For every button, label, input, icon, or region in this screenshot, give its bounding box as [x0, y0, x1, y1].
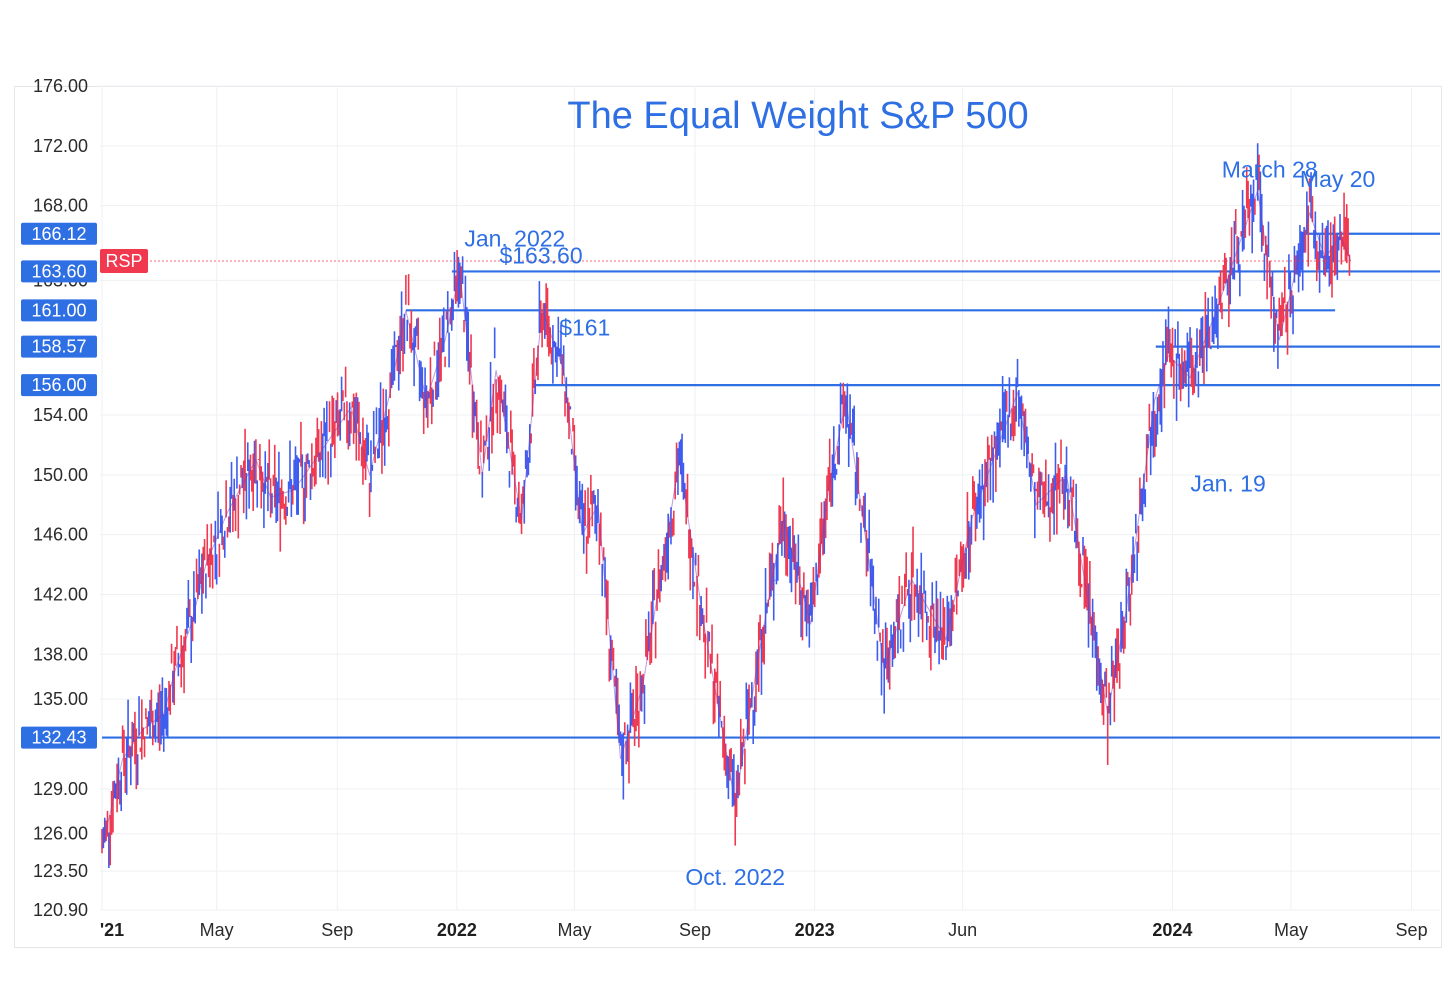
- y-tick-10: 129.00: [33, 779, 88, 799]
- x-tick-4: May: [557, 920, 591, 940]
- y-tick-12: 123.50: [33, 861, 88, 881]
- y-tick-11: 126.00: [33, 824, 88, 844]
- y-tick-2: 168.00: [33, 196, 88, 216]
- y-tick-4: 154.00: [33, 405, 88, 425]
- x-tick-10: Sep: [1396, 920, 1428, 940]
- chart-title: The Equal Weight S&P 500: [567, 95, 1028, 137]
- y-axis: 176.00172.00168.00163.00154.00150.00146.…: [33, 76, 88, 920]
- annotation-5: Jan. 19: [1190, 470, 1265, 496]
- x-tick-8: 2024: [1152, 920, 1192, 940]
- x-tick-1: May: [200, 920, 234, 940]
- price-badge-label-4: 156.00: [31, 375, 86, 395]
- price-badge-0: [21, 222, 97, 245]
- x-tick-3: 2022: [437, 920, 477, 940]
- price-badge-4: [21, 374, 97, 397]
- y-tick-5: 150.00: [33, 465, 88, 485]
- x-tick-5: Sep: [679, 920, 711, 940]
- price-badge-label-1: 163.60: [31, 261, 86, 281]
- y-tick-8: 138.00: [33, 644, 88, 664]
- annotation-6: Oct. 2022: [685, 864, 785, 890]
- price-badge-3: [21, 335, 97, 358]
- price-badge-1: [21, 260, 97, 283]
- y-tick-0: 176.00: [33, 76, 88, 96]
- price-series: [101, 143, 1352, 868]
- y-tick-6: 146.00: [33, 525, 88, 545]
- price-badge-2: [21, 299, 97, 322]
- symbol-badge-box: [100, 248, 148, 273]
- x-tick-7: Jun: [948, 920, 977, 940]
- annotation-4: May 20: [1300, 166, 1375, 192]
- y-tick-7: 142.00: [33, 584, 88, 604]
- annotation-0: Jan. 2022: [464, 225, 565, 251]
- x-tick-6: 2023: [795, 920, 835, 940]
- price-badge-label-5: 132.43: [31, 728, 86, 748]
- price-badge-label-2: 161.00: [31, 300, 86, 320]
- y-tick-1: 172.00: [33, 136, 88, 156]
- price-badges: 166.12 163.60 161.00 158.57 156.00 132.43: [21, 222, 97, 749]
- symbol-badge-label: RSP: [105, 251, 142, 271]
- y-tick-9: 135.00: [33, 689, 88, 709]
- price-line: [101, 190, 1352, 849]
- x-tick-0: '21: [100, 920, 124, 940]
- symbol-badge: RSP: [100, 248, 148, 273]
- grid-lines: [100, 85, 1440, 911]
- annotation-1: $163.60: [499, 242, 582, 268]
- annotation-3: March 28: [1222, 157, 1318, 183]
- price-badge-5: [21, 726, 97, 749]
- x-axis: '21 May Sep 2022 May Sep 2023 Jun 2024 May Sep: [100, 920, 1428, 940]
- price-badge-label-3: 158.57: [31, 337, 86, 357]
- y-tick-13: 120.90: [33, 900, 88, 920]
- x-tick-9: May: [1274, 920, 1308, 940]
- annotation-2: $161: [559, 314, 610, 340]
- price-badge-label-0: 166.12: [31, 224, 86, 244]
- x-tick-2: Sep: [321, 920, 353, 940]
